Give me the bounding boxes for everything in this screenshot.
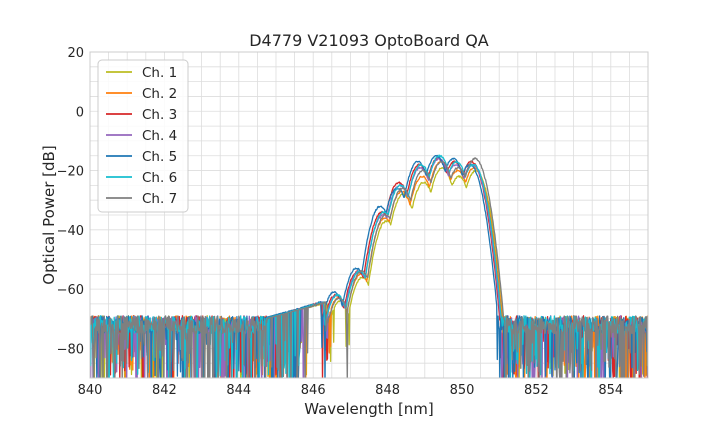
x-tick-label: 850 [450,383,475,398]
y-axis-label: Optical Power [dB] [40,145,58,284]
plot-frame [89,51,649,379]
legend-box [97,59,189,213]
legend-label: Ch. 2 [142,86,177,102]
legend-label: Ch. 6 [142,170,177,186]
y-tick-label: −60 [57,283,84,298]
series-group [90,154,648,378]
legend: Ch. 1 Ch. 2 Ch. 3 Ch. 4 Ch. 5 Ch. 6 Ch. 7 [97,59,189,213]
legend-label: Ch. 3 [142,107,177,123]
series-line [90,154,648,378]
legend-label: Ch. 1 [142,65,177,81]
x-tick-label: 846 [301,383,326,398]
y-tick-label: 0 [76,105,84,120]
y-tick-label: 20 [67,46,84,61]
x-tick-labels: 840 842 844 846 848 850 852 854 [78,383,624,398]
legend-label: Ch. 7 [142,191,177,207]
x-tick-label: 852 [524,383,549,398]
legend-label: Ch. 5 [142,149,177,165]
x-tick-label: 848 [375,383,400,398]
y-tick-label: −80 [57,342,84,357]
y-tick-label: −20 [57,165,84,180]
legend-label: Ch. 4 [142,128,177,144]
chart-title: D4779 V21093 OptoBoard QA [249,31,489,50]
y-tick-labels: −80 −60 −40 −20 0 20 [57,46,84,357]
x-axis-label: Wavelength [nm] [304,400,434,418]
x-tick-label: 842 [152,383,177,398]
y-tick-label: −40 [57,224,84,239]
x-tick-label: 844 [226,383,251,398]
series-line [90,157,648,378]
x-tick-label: 854 [598,383,623,398]
x-tick-label: 840 [78,383,103,398]
